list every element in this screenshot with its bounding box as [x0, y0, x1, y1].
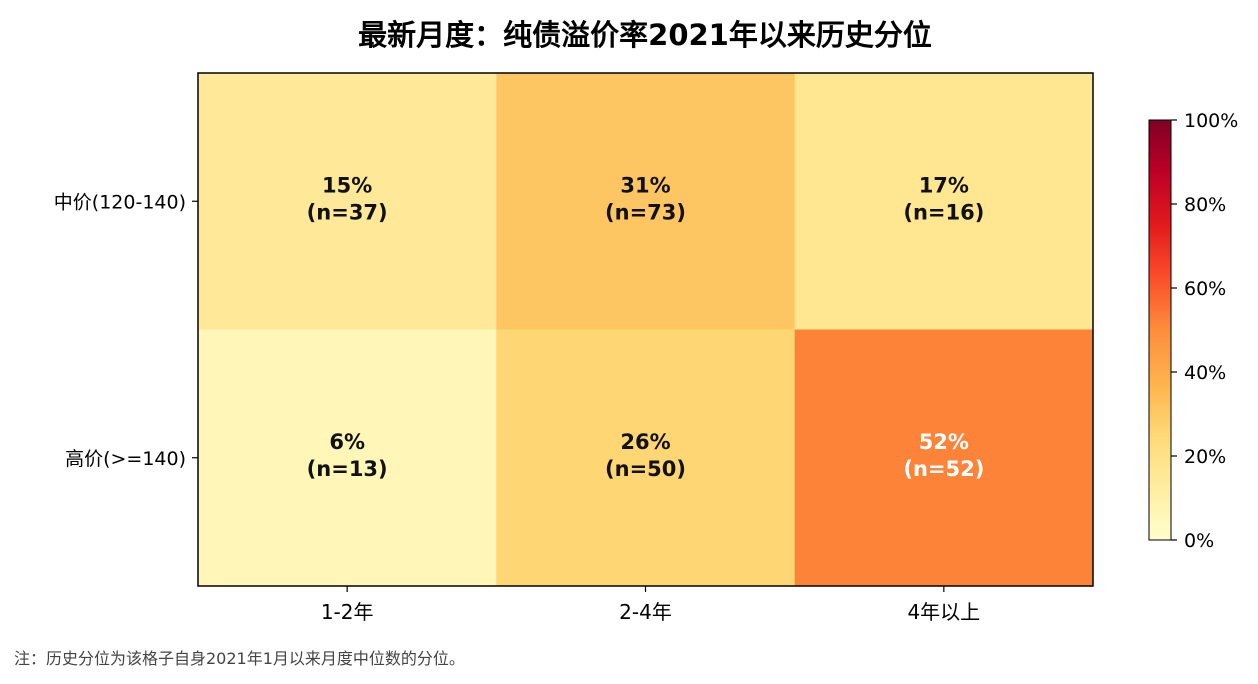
x-tick-label: 2-4年: [619, 600, 672, 624]
colorbar-tick-label: 40%: [1184, 362, 1226, 384]
colorbar-tick-label: 0%: [1184, 530, 1214, 552]
cell-value-label: 52%: [919, 430, 969, 454]
chart-title: 最新月度：纯债溢价率2021年以来历史分位: [358, 18, 932, 52]
cell-count-label: (n=73): [605, 200, 686, 224]
x-axis: 1-2年 2-4年 4年以上: [321, 586, 980, 624]
cell-count-label: (n=52): [903, 457, 984, 481]
heatmap-cell: [496, 73, 796, 330]
colorbar: 0% 20% 40% 60% 80% 100%: [1148, 110, 1238, 552]
y-tick-label: 中价(120-140): [54, 191, 186, 213]
y-axis: 中价(120-140) 高价(>=140): [54, 191, 198, 470]
cell-value-label: 17%: [919, 173, 969, 197]
y-tick-label: 高价(>=140): [65, 448, 186, 470]
cell-value-label: 15%: [322, 173, 372, 197]
cell-value-label: 31%: [620, 173, 670, 197]
cell-value-label: 26%: [620, 430, 670, 454]
heatmap-cell: [198, 329, 497, 587]
colorbar-tick-label: 80%: [1184, 194, 1226, 216]
footnote: 注：历史分位为该格子自身2021年1月以来月度中位数的分位。: [14, 649, 465, 668]
colorbar-tick-label: 60%: [1184, 278, 1226, 300]
heatmap-cell: [794, 73, 1094, 330]
cell-value-label: 6%: [329, 430, 365, 454]
colorbar-bar: [1148, 119, 1172, 541]
colorbar-tick-label: 100%: [1184, 110, 1238, 132]
cell-count-label: (n=16): [903, 200, 984, 224]
cell-count-label: (n=37): [307, 200, 388, 224]
heatmap-cell: [794, 329, 1094, 587]
x-tick-label: 4年以上: [907, 600, 980, 624]
heatmap-cell: [198, 73, 497, 330]
x-tick-label: 1-2年: [321, 600, 374, 624]
colorbar-tick-label: 20%: [1184, 446, 1226, 468]
heatmap-cell: [496, 329, 796, 587]
cell-count-label: (n=50): [605, 457, 686, 481]
cell-count-label: (n=13): [307, 457, 388, 481]
heatmap-chart: 最新月度：纯债溢价率2021年以来历史分位 15% (n=37) 31% (n=73)…: [54, 18, 1239, 624]
heatmap-cells: 15% (n=37) 31% (n=73) 17% (n=16) 6% (n=13) 26% (n…: [198, 73, 1094, 587]
